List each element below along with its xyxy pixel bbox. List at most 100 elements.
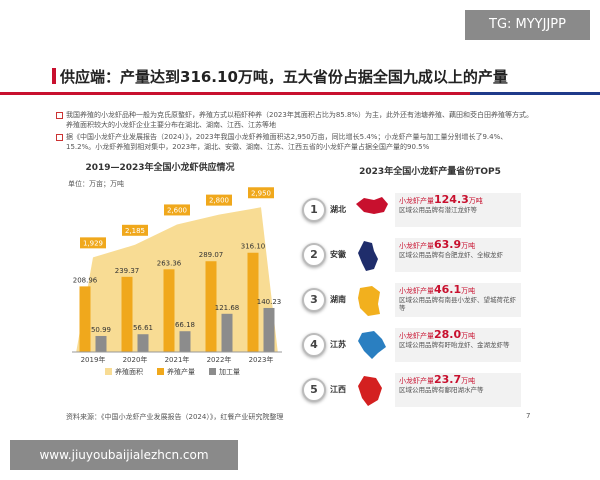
province-name: 安徽 xyxy=(330,250,346,259)
x-tick-label: 2021年 xyxy=(165,355,190,364)
value-label-box xyxy=(164,204,190,216)
province-name: 江西 xyxy=(330,385,346,394)
brand-text: 区域公用品牌有合肥龙虾、全椒龙虾 xyxy=(399,251,503,259)
unit-label: 单位：万亩；万吨 xyxy=(68,179,124,188)
value-label: 1,929 xyxy=(83,239,103,247)
watermark: TG: MYYJJPP xyxy=(465,10,590,40)
bar xyxy=(95,335,107,352)
bar xyxy=(121,276,133,352)
x-tick-label: 2022年 xyxy=(207,355,232,364)
rank-badge: 1 xyxy=(302,198,326,222)
value-label: 263.36 xyxy=(157,259,182,267)
bar xyxy=(79,286,91,352)
chart-title: 2019—2023年全国小龙虾供应情况 xyxy=(85,161,234,173)
province-name: 湖北 xyxy=(330,205,346,214)
ranking-item: 4 江苏 小龙虾产量28.0万吨 区域公用品牌有盱眙龙虾、金湖龙虾等 xyxy=(300,325,525,365)
info-box: 小龙虾产量63.9万吨 区域公用品牌有合肥龙虾、全椒龙虾 xyxy=(395,238,521,272)
bullet-text: 据《中国小龙虾产业发展报告（2024）》，2023年我国小龙虾养殖面积达2,95… xyxy=(56,132,536,152)
province-shape xyxy=(356,197,388,214)
bar xyxy=(179,331,191,352)
output-line: 小龙虾产量124.3万吨 xyxy=(399,193,521,206)
page-title: 供应端：产量达到316.10万吨，五大省份占据全国九成以上的产量 xyxy=(60,68,508,86)
ranking-item: 1 湖北 小龙虾产量124.3万吨 区域公用品牌有潜江龙虾等 xyxy=(300,190,525,230)
province-map xyxy=(358,376,382,406)
ranking-item: 2 安徽 小龙虾产量63.9万吨 区域公用品牌有合肥龙虾、全椒龙虾 xyxy=(300,235,525,275)
value-label: 50.99 xyxy=(91,326,111,334)
output-value: 28.0 xyxy=(434,328,462,341)
province-map xyxy=(358,331,386,359)
brand-text: 区域公用品牌有潜江龙虾等 xyxy=(399,206,477,214)
x-tick-label: 2023年 xyxy=(249,355,274,364)
panel-title: 2023年全国小龙虾产量省份TOP5 xyxy=(359,167,501,177)
value-label: 2,950 xyxy=(251,189,271,197)
output-line: 小龙虾产量23.7万吨 xyxy=(399,373,521,386)
province-map xyxy=(358,286,380,316)
province-name: 湖南 xyxy=(330,295,346,304)
value-label-box xyxy=(248,187,274,199)
x-tick-label: 2020年 xyxy=(123,355,148,364)
legend-label: 养殖面积 xyxy=(115,367,143,376)
output-label: 小龙虾产量 xyxy=(399,287,434,295)
rank-badge: 5 xyxy=(302,378,326,402)
output-label: 小龙虾产量 xyxy=(399,197,434,205)
title-marker xyxy=(52,68,56,84)
output-line: 小龙虾产量28.0万吨 xyxy=(399,328,521,341)
value-label: 239.37 xyxy=(115,267,140,275)
output-label: 小龙虾产量 xyxy=(399,332,434,340)
legend-swatch xyxy=(105,368,112,375)
legend-swatch xyxy=(157,368,164,375)
bar xyxy=(221,313,233,352)
watermark: www.jiuyoubaijialezhcn.com xyxy=(10,440,238,470)
value-label-box xyxy=(122,224,148,236)
value-label: 289.07 xyxy=(199,251,224,259)
value-label: 2,600 xyxy=(167,206,187,214)
header-rule xyxy=(0,92,600,95)
output-unit: 万吨 xyxy=(461,332,476,340)
rank-badge: 4 xyxy=(302,333,326,357)
value-label: 140.23 xyxy=(257,298,282,306)
bar xyxy=(263,307,275,352)
province-map xyxy=(358,241,378,271)
value-label: 2,800 xyxy=(209,197,229,205)
output-unit: 万吨 xyxy=(461,287,476,295)
info-box: 小龙虾产量28.0万吨 区域公用品牌有盱眙龙虾、金湖龙虾等 xyxy=(395,328,521,362)
output-value: 23.7 xyxy=(434,373,462,386)
ranking-item: 5 江西 小龙虾产量23.7万吨 区域公用品牌有鄱阳湖水产等 xyxy=(300,370,525,410)
output-line: 小龙虾产量63.9万吨 xyxy=(399,238,521,251)
x-tick-label: 2019年 xyxy=(81,355,106,364)
source-note: 资料来源：《中国小龙虾产业发展报告（2024）》，红餐产业研究院整理 xyxy=(66,413,284,421)
output-line: 小龙虾产量46.1万吨 xyxy=(399,283,521,296)
value-label: 2,185 xyxy=(125,227,145,235)
info-box: 小龙虾产量124.3万吨 区域公用品牌有潜江龙虾等 xyxy=(395,193,521,227)
value-label: 316.10 xyxy=(241,243,266,251)
output-value: 124.3 xyxy=(434,193,469,206)
rank-badge: 2 xyxy=(302,243,326,267)
rank-badge: 3 xyxy=(302,288,326,312)
legend-label: 加工量 xyxy=(219,367,240,376)
output-unit: 万吨 xyxy=(461,242,476,250)
info-box: 小龙虾产量46.1万吨 区域公用品牌有南县小龙虾、望城荷花虾等 xyxy=(395,283,521,317)
bullet-text: 我国养殖的小龙虾品种一般为克氏原螯虾，养殖方式以稻虾种养（2023年其面积占比为… xyxy=(56,110,536,130)
chart: 2019—2023年全国小龙虾供应情况 单位：万亩；万吨 1,929 2,185 2… xyxy=(68,161,282,376)
header-rule-accent xyxy=(470,92,600,95)
province-map xyxy=(356,197,388,214)
value-label-box xyxy=(80,237,106,249)
output-unit: 万吨 xyxy=(461,377,476,385)
value-label: 208.96 xyxy=(73,276,98,284)
bar xyxy=(247,252,259,352)
province-shape xyxy=(358,376,382,406)
legend-label: 养殖产量 xyxy=(167,367,195,376)
output-value: 46.1 xyxy=(434,283,462,296)
bar xyxy=(205,261,217,352)
output-unit: 万吨 xyxy=(468,197,483,205)
info-box: 小龙虾产量23.7万吨 区域公用品牌有鄱阳湖水产等 xyxy=(395,373,521,407)
output-value: 63.9 xyxy=(434,238,462,251)
value-label-box xyxy=(206,194,232,206)
ranking-item: 3 湖南 小龙虾产量46.1万吨 区域公用品牌有南县小龙虾、望城荷花虾等 xyxy=(300,280,525,320)
page-number: 7 xyxy=(526,412,531,420)
legend-swatch xyxy=(209,368,216,375)
value-label: 66.18 xyxy=(175,321,195,329)
province-shape xyxy=(358,286,380,316)
output-label: 小龙虾产量 xyxy=(399,377,434,385)
